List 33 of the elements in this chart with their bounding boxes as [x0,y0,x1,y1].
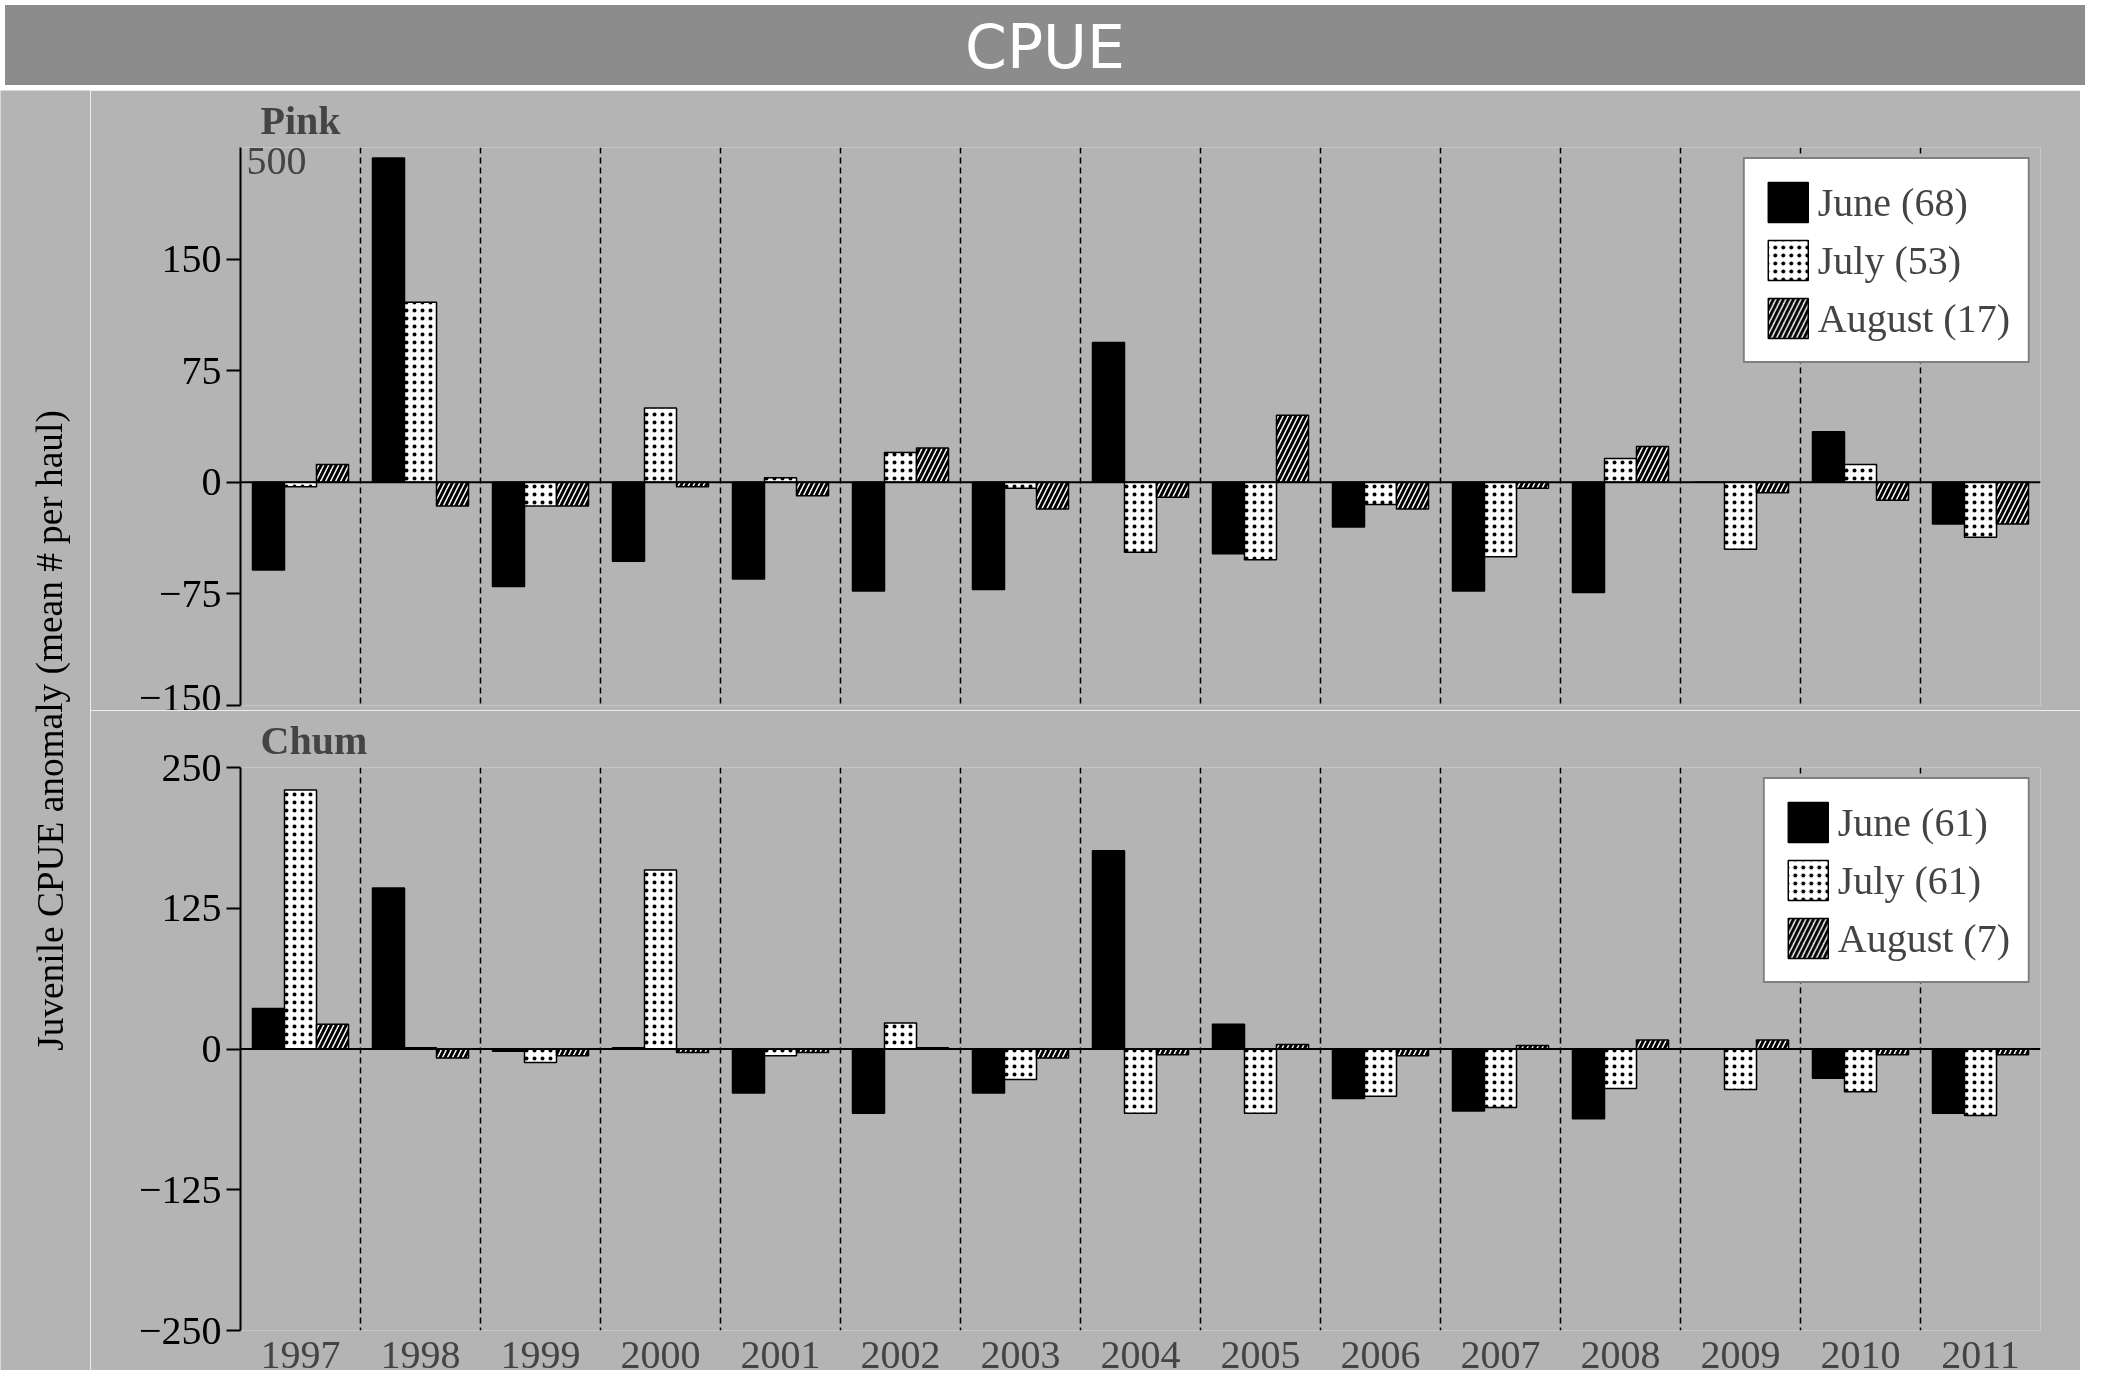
legend-label: June (61) [1837,798,1988,846]
legend-label: July (53) [1817,236,1962,284]
legend-label: June (68) [1817,178,1968,226]
y-tick-label: 150 [161,236,222,282]
x-tick-label: 2006 [1340,1331,1421,1377]
y-tick-label: 250 [161,744,222,790]
legend-label: August (7) [1837,914,2010,962]
x-tick-label: 2007 [1460,1331,1541,1377]
x-tick-label: 2002 [860,1331,941,1377]
y-tick-label: −125 [138,1166,222,1212]
x-tick-label: 2004 [1100,1331,1181,1377]
x-tick-label: 1997 [260,1331,341,1377]
y-tick-label: −75 [158,570,222,616]
x-tick-label: 1999 [500,1331,581,1377]
x-tick-label: 2000 [620,1331,701,1377]
legend-label: August (17) [1817,294,2010,342]
chart-title: Chum [260,717,368,763]
x-tick-label: 2005 [1220,1331,1301,1377]
y-tick-label: 125 [161,885,222,931]
x-tick-label: 1998 [380,1331,461,1377]
y-tick-label: 75 [181,347,222,393]
x-tick-label: 2009 [1700,1331,1781,1377]
y-tick-label: −250 [138,1307,222,1353]
x-tick-label: 2003 [980,1331,1061,1377]
x-tick-label: 2010 [1820,1331,1901,1377]
legend-label: July (61) [1837,856,1982,904]
y-axis-title: Juvenile CPUE anomaly (mean # per haul) [29,410,72,1051]
x-tick-label: 2008 [1580,1331,1661,1377]
x-tick-label: 2001 [740,1331,821,1377]
y-tick-label: 0 [201,1026,222,1071]
x-tick-label: 2011 [1941,1331,2020,1377]
y-tick-label: 0 [201,459,222,505]
text: CPUE [965,11,1125,84]
